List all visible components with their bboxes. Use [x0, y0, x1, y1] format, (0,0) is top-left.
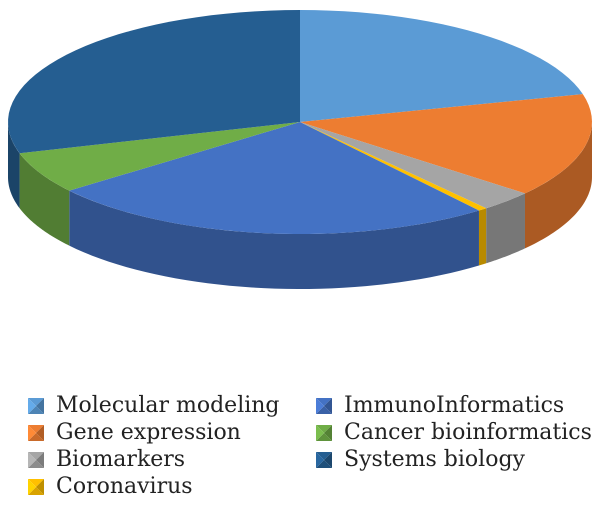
- pie-slice-side: [19, 153, 70, 246]
- legend-swatch: [28, 479, 44, 495]
- pie-slice: [300, 122, 525, 209]
- legend-label: ImmunoInformatics: [344, 393, 565, 418]
- legend-swatch: [28, 425, 44, 441]
- pie-slice: [300, 94, 592, 194]
- chart-legend: Molecular modeling ImmunoInformatics Gene …: [28, 394, 592, 499]
- legend-swatch: [316, 398, 332, 414]
- legend-label: Cancer bioinformatics: [344, 420, 592, 445]
- legend-label: Molecular modeling: [56, 393, 280, 418]
- pie-slice-side: [478, 208, 487, 266]
- legend-swatch: [28, 398, 44, 414]
- legend-item: Coronavirus: [28, 475, 316, 499]
- legend-item: Systems biology: [316, 448, 588, 472]
- legend-label: Biomarkers: [56, 447, 186, 472]
- pie-slice-side: [486, 193, 525, 264]
- pie-slice-side: [524, 122, 592, 249]
- legend-item: Molecular modeling: [28, 394, 316, 418]
- legend-label: Gene expression: [56, 420, 241, 445]
- legend-label: Coronavirus: [56, 474, 193, 499]
- legend-swatch: [28, 452, 44, 468]
- pie-slice-side: [69, 190, 479, 289]
- pie-slice: [8, 10, 301, 154]
- pie-slice-side: [8, 122, 20, 209]
- legend-item: Cancer bioinformatics: [316, 421, 592, 445]
- legend-item: Biomarkers: [28, 448, 316, 472]
- pie-chart-area: [8, 10, 592, 289]
- legend-item: ImmunoInformatics: [316, 394, 588, 418]
- pie-slice: [300, 122, 487, 211]
- legend-label: Systems biology: [344, 447, 525, 472]
- pie-slice: [69, 122, 479, 234]
- legend-swatch: [316, 452, 332, 468]
- pie-chart: [8, 10, 592, 289]
- pie-slice: [300, 10, 583, 122]
- pie-slice: [19, 122, 301, 191]
- legend-item: Gene expression: [28, 421, 316, 445]
- legend-swatch: [316, 425, 332, 441]
